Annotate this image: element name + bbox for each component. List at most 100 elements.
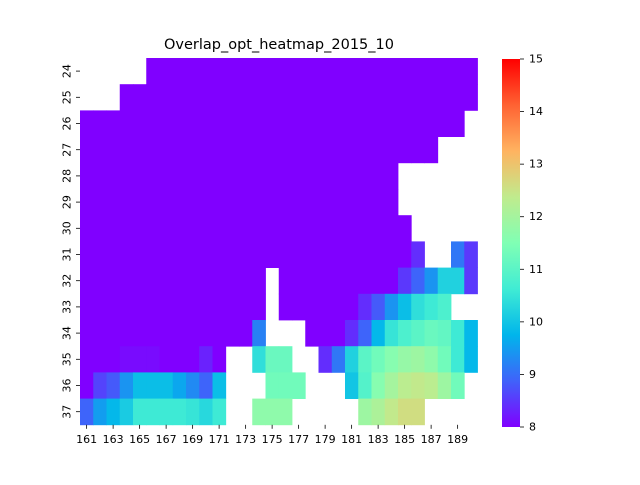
heatmap-cell [146,215,160,242]
heatmap-cell [345,84,359,111]
heatmap-cell [278,267,293,295]
heatmap-cell [437,84,452,111]
heatmap-cell [424,320,439,347]
heatmap-cell [239,241,253,268]
heatmap-cell [186,241,200,268]
heatmap-cell [133,346,147,373]
x-tick-label: 179 [315,433,336,446]
heatmap-cell [437,346,452,373]
heatmap-cell [265,241,280,268]
heatmap-cell [305,320,319,347]
heatmap-cell [119,84,134,111]
heatmap-cell [265,215,280,242]
heatmap-cell [345,58,359,85]
heatmap-cell [345,110,359,137]
heatmap-cell [119,398,134,426]
heatmap-cell [186,189,200,216]
colorbar-tick-label: 12 [529,210,543,223]
y-tick-label: 37 [61,405,74,419]
heatmap-cell [225,215,240,242]
heatmap-cell [239,110,253,137]
heatmap-cell [252,346,266,373]
x-tick-label: 171 [209,433,230,446]
colorbar-tick-label: 9 [529,368,536,381]
heatmap-cell [172,372,187,399]
heatmap-cell [358,346,372,373]
heatmap-cell [80,267,94,295]
heatmap-cell [225,136,240,164]
heatmap-cell [225,162,240,190]
heatmap-cell [345,346,359,373]
heatmap-cell [172,189,187,216]
heatmap-cell [345,241,359,268]
colorbar-tick-label: 13 [529,158,543,171]
heatmap-cell [212,215,227,242]
chart-title: Overlap_opt_heatmap_2015_10 [164,37,394,53]
heatmap-cell [411,110,425,137]
heatmap-cell [384,189,399,216]
heatmap-cell [80,346,94,373]
heatmap-cell [331,293,346,321]
heatmap-cell [384,293,399,321]
heatmap-cell [159,58,174,85]
heatmap-cell [186,267,200,295]
heatmap-cell [305,84,319,111]
heatmap-cell [292,241,306,268]
heatmap-cell [371,398,386,426]
heatmap-cell [159,398,174,426]
heatmap-cell [106,293,121,321]
y-tick-label: 29 [61,195,74,209]
heatmap-cell [411,84,425,111]
heatmap-cell [80,398,94,426]
heatmap-cell [133,293,147,321]
heatmap-cell [225,84,240,111]
heatmap-cell [239,320,253,347]
heatmap-cell [199,162,213,190]
heatmap-cell [437,58,452,85]
heatmap-cell [265,346,280,373]
heatmap-cell [186,346,200,373]
x-tick-label: 187 [421,433,442,446]
x-tick-label: 185 [394,433,415,446]
heatmap-cell [93,320,107,347]
heatmap-cell [80,162,94,190]
heatmap-cell [159,241,174,268]
heatmap-cell [371,84,386,111]
heatmap-cell [159,215,174,242]
heatmap-cell [358,215,372,242]
heatmap-cell [305,110,319,137]
heatmap-cell [199,293,213,321]
heatmap-cell [278,58,293,85]
heatmap-cell [371,346,386,373]
colorbar-tick-label: 11 [529,263,543,276]
heatmap-cell [239,136,253,164]
heatmap-cell [371,320,386,347]
y-tick-label: 26 [61,117,74,131]
heatmap-cell [133,189,147,216]
heatmap-cell [398,372,412,399]
x-axis: 161 163 165 167 169 171 173 175 177 179 181 183 185 1… [76,424,468,446]
heatmap-cell [106,346,121,373]
x-tick-label: 167 [156,433,177,446]
x-tick-label: 169 [182,433,203,446]
heatmap-cell [411,398,425,426]
heatmap-cell [172,267,187,295]
heatmap-cell [371,267,386,295]
heatmap-cell [186,136,200,164]
x-tick-label: 181 [341,433,362,446]
heatmap-cell [146,162,160,190]
heatmap-cell [146,189,160,216]
heatmap-cell [225,58,240,85]
y-tick-label: 27 [61,143,74,157]
heatmap-cell [172,162,187,190]
heatmap-cell [331,346,346,373]
heatmap-cell [225,267,240,295]
heatmap-cell [358,136,372,164]
heatmap-cell [371,110,386,137]
heatmap-cell [106,320,121,347]
heatmap-cell [451,58,465,85]
heatmap-cell [172,84,187,111]
heatmap-cells [80,58,478,426]
heatmap-cell [384,267,399,295]
heatmap-cell [133,372,147,399]
